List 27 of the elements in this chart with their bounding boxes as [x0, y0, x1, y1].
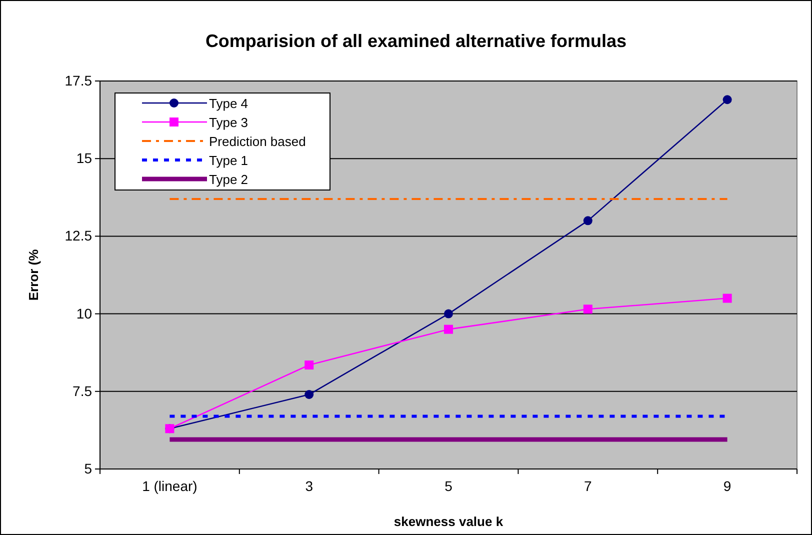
point: [722, 294, 732, 303]
y-tick-label: 5: [84, 460, 92, 476]
y-tick-label: 12.5: [64, 228, 92, 244]
y-tick-label: 10: [76, 305, 92, 322]
y-axis-title: Error (%: [26, 248, 41, 301]
legend-label: Type 1: [209, 153, 248, 168]
legend-label: Type 3: [209, 115, 248, 130]
y-tick-label: 7.5: [72, 382, 92, 399]
x-tick-label: 1 (linear): [142, 478, 198, 494]
y-tick-label: 15: [76, 150, 92, 166]
x-tick-label: 9: [723, 478, 732, 494]
point: [722, 95, 732, 104]
x-tick-label: 7: [584, 478, 592, 494]
chart-title: Comparision of all examined alternative formulas: [205, 31, 627, 51]
point: [583, 304, 592, 314]
point: [583, 216, 592, 226]
x-tick-label: 3: [305, 478, 314, 494]
point: [444, 324, 453, 334]
x-tick-label: 5: [444, 478, 453, 494]
point: [304, 360, 314, 370]
y-tick-label: 17.5: [64, 72, 92, 88]
point: [304, 390, 314, 400]
legend-label: Type 4: [209, 96, 248, 111]
legend-label: Type 2: [209, 172, 248, 187]
point: [444, 309, 453, 318]
x-axis-title: skewness value k: [394, 514, 504, 529]
legend-label: Prediction based: [209, 134, 306, 149]
